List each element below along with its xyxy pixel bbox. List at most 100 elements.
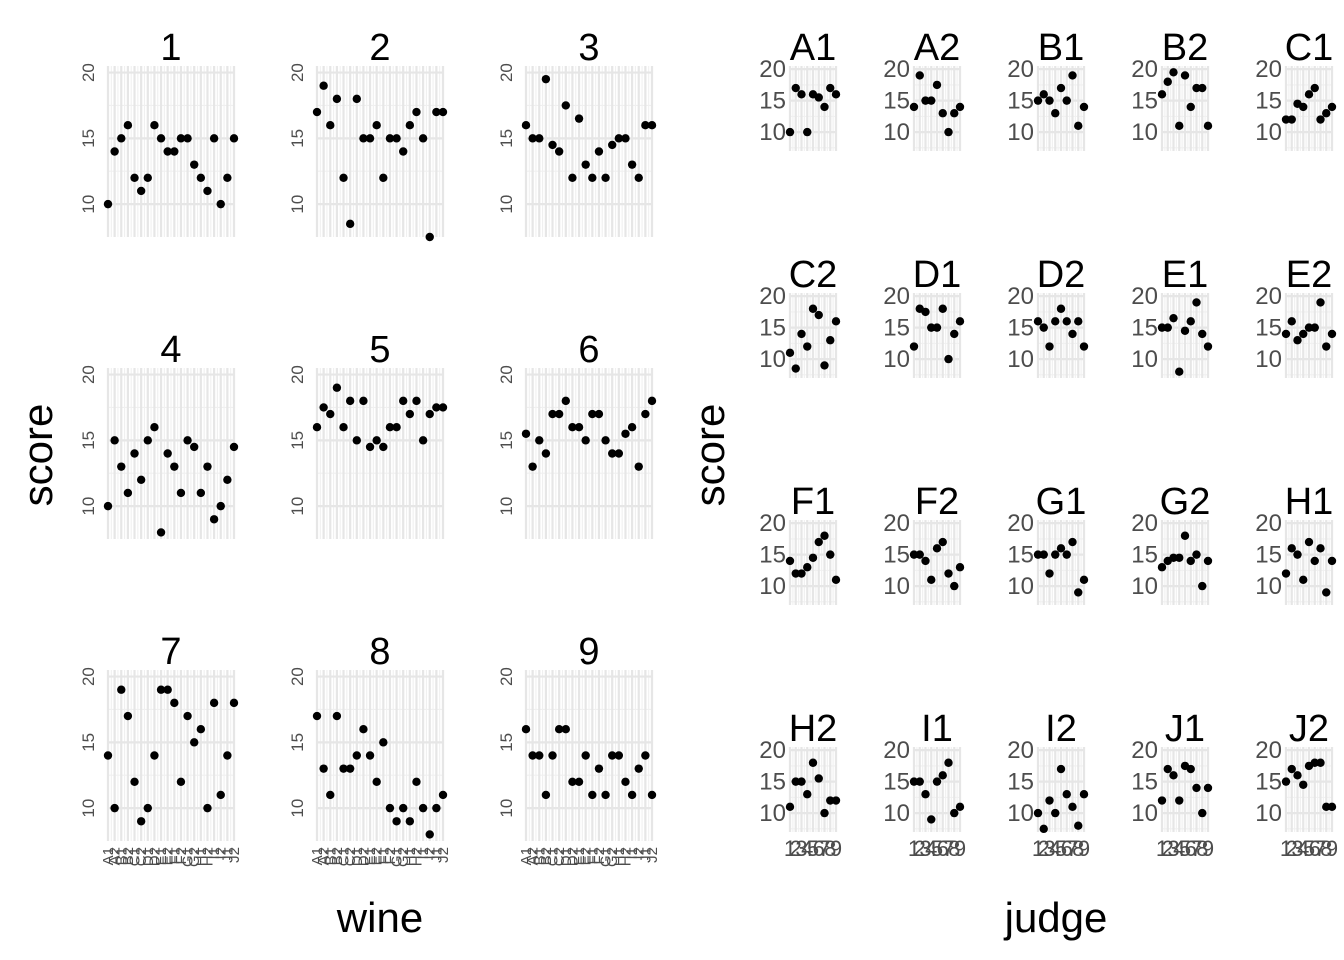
facet-panel-E1: E1 10 15 20 (1131, 254, 1213, 378)
y-tick-label: 15 (1007, 315, 1034, 342)
x-tick-label: C1 (545, 847, 562, 866)
data-point (1322, 109, 1331, 118)
x-tick-label: 6 (1185, 836, 1197, 861)
data-point (1203, 556, 1213, 566)
data-point (541, 790, 551, 800)
facet-title: 8 (369, 631, 390, 673)
data-point (1304, 90, 1314, 99)
data-point (588, 409, 597, 419)
data-point (785, 802, 795, 812)
data-point (385, 134, 395, 143)
data-point (808, 304, 818, 313)
facet-title: 2 (369, 27, 390, 69)
facet-panel-F2: F2 10 15 20 (883, 481, 965, 605)
data-point (581, 160, 590, 169)
data-point (1327, 556, 1337, 566)
y-tick-label: 20 (1131, 737, 1158, 764)
data-point (156, 685, 166, 694)
data-point (1293, 336, 1302, 345)
data-point (1281, 777, 1291, 786)
data-point (1287, 764, 1296, 774)
data-point (921, 307, 930, 317)
y-tick-label: 20 (883, 737, 910, 764)
data-point (1062, 317, 1071, 326)
data-point (432, 403, 441, 412)
y-tick-label: 15 (288, 129, 307, 148)
facet-title: J2 (1289, 708, 1329, 750)
data-point (326, 790, 335, 800)
x-tick-label: 1 (908, 836, 920, 861)
data-point (1033, 317, 1043, 326)
facet-title: 5 (369, 329, 390, 371)
data-point (392, 134, 401, 143)
data-point (826, 550, 835, 559)
data-point (791, 364, 800, 373)
y-tick-label: 20 (1131, 283, 1158, 310)
data-point (791, 569, 800, 578)
data-point (319, 81, 328, 90)
x-tick-label: 4 (1173, 836, 1185, 861)
data-point (372, 777, 381, 787)
x-tick-label: B1 (531, 847, 548, 865)
x-tick-label: H2 (199, 847, 216, 866)
x-tick-label: C1 (336, 847, 353, 866)
y-tick-label: 20 (759, 56, 786, 83)
x-tick-label: I1 (624, 847, 641, 860)
data-point (955, 317, 965, 326)
y-tick-label: 15 (288, 431, 307, 450)
x-tick-label: B2 (538, 847, 555, 865)
data-point (1299, 329, 1308, 339)
y-tick-label: 15 (759, 542, 786, 569)
data-point (418, 436, 428, 445)
x-tick-label: I1 (206, 847, 223, 860)
data-point (831, 575, 841, 585)
data-point (803, 342, 812, 351)
data-point (1293, 771, 1302, 780)
facet-panel-F1: F1 10 15 20 (759, 481, 841, 605)
data-point (365, 442, 375, 452)
data-point (1192, 550, 1201, 559)
right-x-axis-title: judge (1003, 894, 1108, 941)
y-tick-label: 10 (759, 119, 786, 146)
data-point (223, 173, 232, 183)
y-tick-label: 20 (1007, 737, 1034, 764)
data-point (1327, 102, 1337, 112)
data-point (1310, 323, 1319, 332)
data-point (791, 777, 800, 786)
data-point (797, 777, 806, 786)
data-point (110, 803, 119, 813)
data-point (797, 329, 806, 339)
data-point (326, 409, 335, 419)
data-point (385, 803, 395, 813)
data-point (1033, 550, 1043, 559)
x-tick-label: 3 (919, 836, 931, 861)
data-point (909, 777, 919, 786)
data-point (209, 134, 219, 143)
x-tick-label: G1 (389, 847, 406, 867)
data-point (1198, 581, 1207, 591)
x-tick-label: 5 (807, 836, 819, 861)
data-point (641, 409, 650, 419)
data-point (641, 751, 650, 760)
data-point (1175, 121, 1184, 131)
data-point (1304, 537, 1314, 547)
data-point (1198, 83, 1207, 93)
x-tick-label: 1 (1156, 836, 1168, 861)
facet-panel-D1: D1 10 15 20 (883, 254, 965, 378)
data-point (352, 751, 361, 760)
data-point (909, 550, 919, 559)
data-point (209, 515, 219, 524)
data-point (1045, 569, 1054, 578)
x-tick-label: 3 (1291, 836, 1303, 861)
data-point (1316, 298, 1325, 307)
x-tick-label: A1 (518, 847, 535, 865)
data-point (1074, 588, 1083, 597)
data-point (548, 409, 557, 419)
data-point (1062, 96, 1071, 105)
facet-panel-5: 5 10 15 20 (288, 329, 448, 539)
y-tick-label: 15 (759, 315, 786, 342)
x-tick-label: E1 (362, 847, 379, 865)
x-tick-label: 8 (1320, 836, 1332, 861)
data-point (614, 449, 624, 458)
data-point (535, 436, 544, 445)
